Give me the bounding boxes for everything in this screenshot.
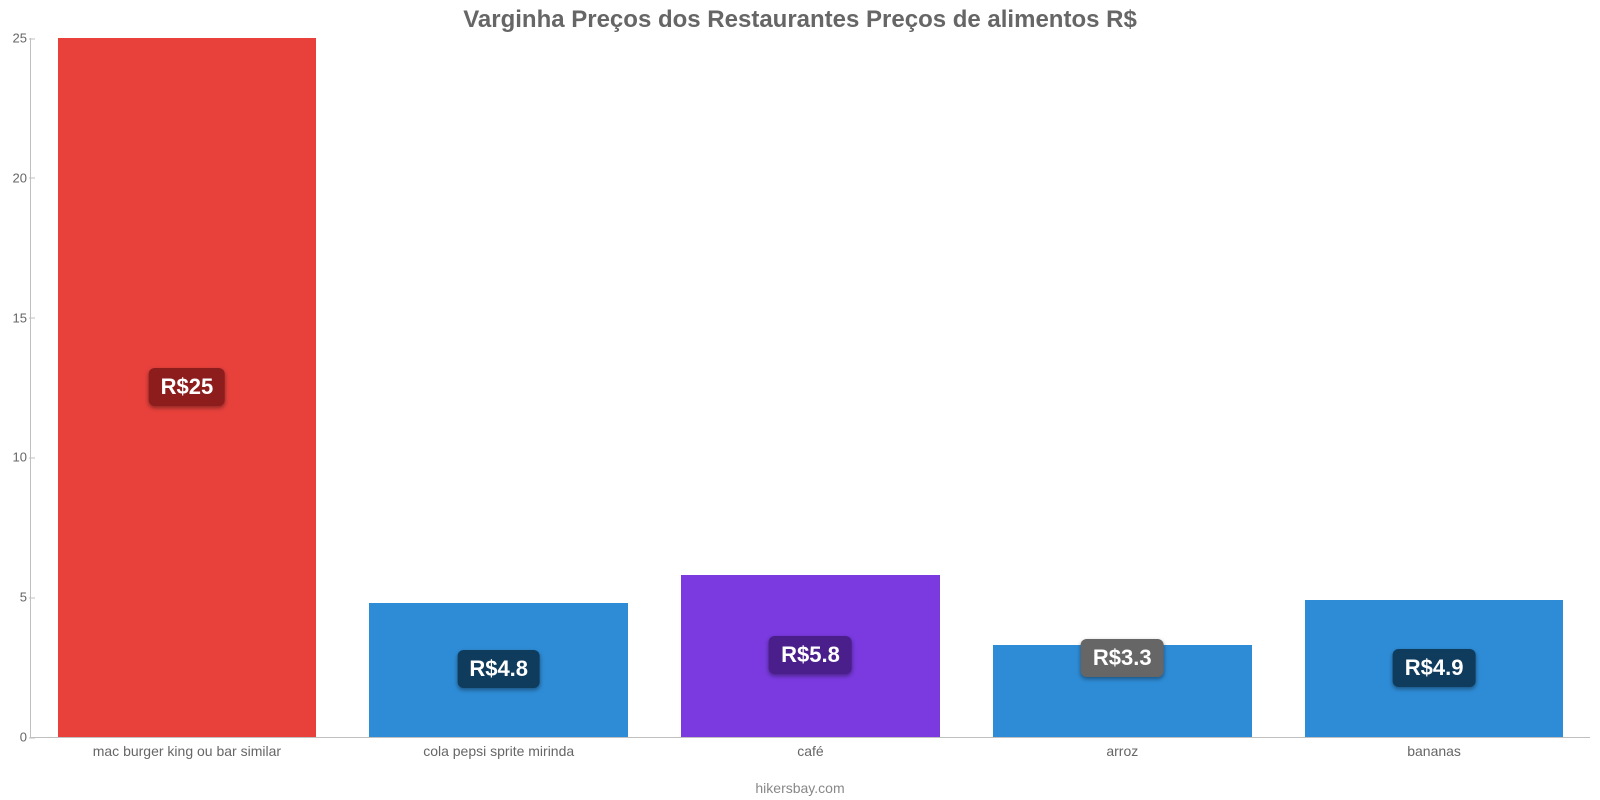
value-badge: R$25 — [149, 368, 226, 406]
bar: mac burger king ou bar similarR$25 — [58, 38, 317, 737]
value-badge: R$4.9 — [1393, 649, 1476, 687]
price-bar-chart: Varginha Preços dos Restaurantes Preços … — [0, 0, 1600, 800]
chart-credit: hikersbay.com — [0, 780, 1600, 796]
y-tick-label: 20 — [3, 170, 27, 185]
y-tick-label: 0 — [3, 730, 27, 745]
value-badge: R$4.8 — [457, 650, 540, 688]
bar: cola pepsi sprite mirindaR$4.8 — [369, 603, 628, 737]
value-badge: R$3.3 — [1081, 639, 1164, 677]
chart-title: Varginha Preços dos Restaurantes Preços … — [0, 6, 1600, 34]
x-tick-label: arroz — [972, 743, 1272, 759]
plot-area: 0510152025mac burger king ou bar similar… — [30, 38, 1590, 738]
y-tick-label: 10 — [3, 450, 27, 465]
y-tick-label: 5 — [3, 590, 27, 605]
bar: bananasR$4.9 — [1305, 600, 1564, 737]
x-tick-label: bananas — [1284, 743, 1584, 759]
value-badge: R$5.8 — [769, 636, 852, 674]
x-tick-label: mac burger king ou bar similar — [37, 743, 337, 759]
bar: arrozR$3.3 — [993, 645, 1252, 737]
x-tick-label: café — [660, 743, 960, 759]
y-tick-label: 25 — [3, 31, 27, 46]
x-tick-label: cola pepsi sprite mirinda — [349, 743, 649, 759]
bar: caféR$5.8 — [681, 575, 940, 737]
y-tick-label: 15 — [3, 310, 27, 325]
